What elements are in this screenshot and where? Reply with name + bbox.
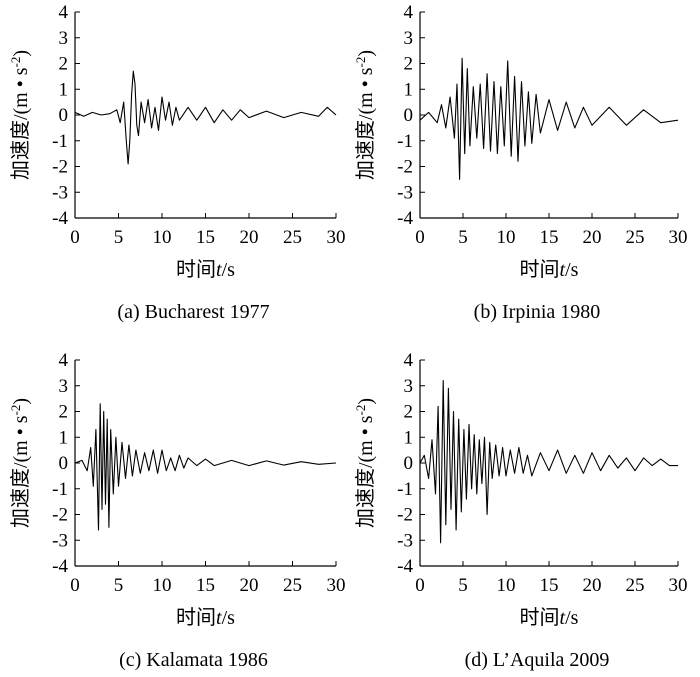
y-tick-label: -1	[397, 131, 413, 152]
y-tick-label: 4	[59, 350, 69, 371]
panel-caption: (d) L’Aquila 2009	[465, 649, 610, 671]
x-tick-label: 30	[669, 575, 688, 596]
y-tick-label: 4	[59, 2, 69, 23]
x-tick-label: 5	[458, 227, 468, 248]
x-tick-label: 15	[196, 575, 215, 596]
y-tick-label: -1	[52, 131, 68, 152]
x-tick-label: 25	[626, 575, 645, 596]
y-tick-label: -3	[52, 530, 68, 551]
x-axis-label: 时间t/s	[520, 606, 579, 629]
x-tick-label: 10	[497, 575, 516, 596]
y-tick-label: -2	[397, 505, 413, 526]
series-line	[74, 403, 337, 531]
y-tick-label: 2	[404, 402, 414, 423]
y-tick-label: 4	[404, 350, 414, 371]
y-tick-label: -2	[52, 157, 68, 178]
panel-caption: (c) Kalamata 1986	[119, 649, 268, 671]
x-axis-label: 时间t/s	[176, 606, 235, 629]
y-tick-label: 1	[59, 79, 69, 100]
y-tick-label: 2	[59, 54, 69, 75]
x-tick-label: 20	[583, 575, 602, 596]
y-tick-label: -1	[52, 479, 68, 500]
x-tick-label: 20	[240, 575, 259, 596]
panel-caption: (b) Irpinia 1980	[474, 301, 601, 323]
chart-panel-4: -4 -3 -2 -1 0 1 2 3 4 0 5 10 15 20 25 30 时间t/s 加速度/(m • s…	[353, 350, 688, 671]
x-tick-label: 30	[327, 227, 346, 248]
x-tick-label: 0	[70, 575, 80, 596]
x-axis-label: 时间t/s	[176, 258, 235, 281]
x-tick-label: 30	[327, 575, 346, 596]
y-tick-label: 0	[59, 453, 69, 474]
x-tick-label: 5	[114, 227, 124, 248]
series-line	[74, 70, 337, 165]
chart-panel-3: -4 -3 -2 -1 0 1 2 3 4 0 5 10 15 20 25 30 时间t/s 加速度/(m • s…	[8, 350, 346, 671]
y-tick-label: 2	[59, 402, 69, 423]
x-tick-label: 20	[240, 227, 259, 248]
y-tick-label: 3	[59, 28, 69, 49]
y-tick-label: -1	[397, 479, 413, 500]
y-tick-label: 3	[404, 376, 414, 397]
y-tick-label: -4	[52, 208, 68, 229]
y-tick-label: 0	[404, 453, 414, 474]
x-tick-label: 0	[70, 227, 80, 248]
x-tick-label: 25	[283, 227, 302, 248]
x-tick-label: 25	[283, 575, 302, 596]
x-tick-label: 10	[153, 227, 172, 248]
y-tick-label: -2	[52, 505, 68, 526]
y-tick-label: -3	[397, 530, 413, 551]
y-tick-label: -2	[397, 157, 413, 178]
x-tick-label: 30	[669, 227, 688, 248]
y-tick-label: 3	[59, 376, 69, 397]
y-tick-label: 2	[404, 54, 414, 75]
x-tick-label: 15	[540, 575, 559, 596]
x-tick-label: 5	[458, 575, 468, 596]
y-tick-label: 3	[404, 28, 414, 49]
x-tick-label: 15	[196, 227, 215, 248]
chart-panel-2: -4 -3 -2 -1 0 1 2 3 4 0 5 10 15 20 25 30 时间t/s 加速度/(m • s…	[353, 2, 688, 323]
x-tick-label: 0	[415, 227, 425, 248]
y-axis-label: 加速度/(m • s-2)	[8, 50, 33, 180]
y-tick-label: 4	[404, 2, 414, 23]
series-line	[419, 57, 679, 180]
y-axis-label: 加速度/(m • s-2)	[8, 398, 33, 528]
y-axis-label: 加速度/(m • s-2)	[353, 50, 378, 180]
x-tick-label: 20	[583, 227, 602, 248]
y-tick-label: -3	[52, 182, 68, 203]
x-axis-label: 时间t/s	[520, 258, 579, 281]
y-tick-label: -4	[397, 556, 413, 577]
chart-panel-1: -4 -3 -2 -1 0 1 2 3 4 0 5 10 15 20 25 30 时间t/s 加速度/(m • s…	[8, 2, 346, 323]
y-tick-label: -3	[397, 182, 413, 203]
x-tick-label: 10	[497, 227, 516, 248]
y-tick-label: 0	[59, 105, 69, 126]
x-tick-label: 25	[626, 227, 645, 248]
y-tick-label: -4	[52, 556, 68, 577]
y-tick-label: 1	[404, 427, 414, 448]
series-line	[419, 380, 678, 544]
x-tick-label: 5	[114, 575, 124, 596]
y-tick-label: -4	[397, 208, 413, 229]
panel-caption: (a) Bucharest 1977	[117, 301, 269, 323]
y-tick-label: 1	[59, 427, 69, 448]
x-tick-label: 10	[153, 575, 172, 596]
y-tick-label: 0	[404, 105, 414, 126]
y-tick-label: 1	[404, 79, 414, 100]
y-axis-label: 加速度/(m • s-2)	[353, 398, 378, 528]
x-tick-label: 15	[540, 227, 559, 248]
x-tick-label: 0	[415, 575, 425, 596]
